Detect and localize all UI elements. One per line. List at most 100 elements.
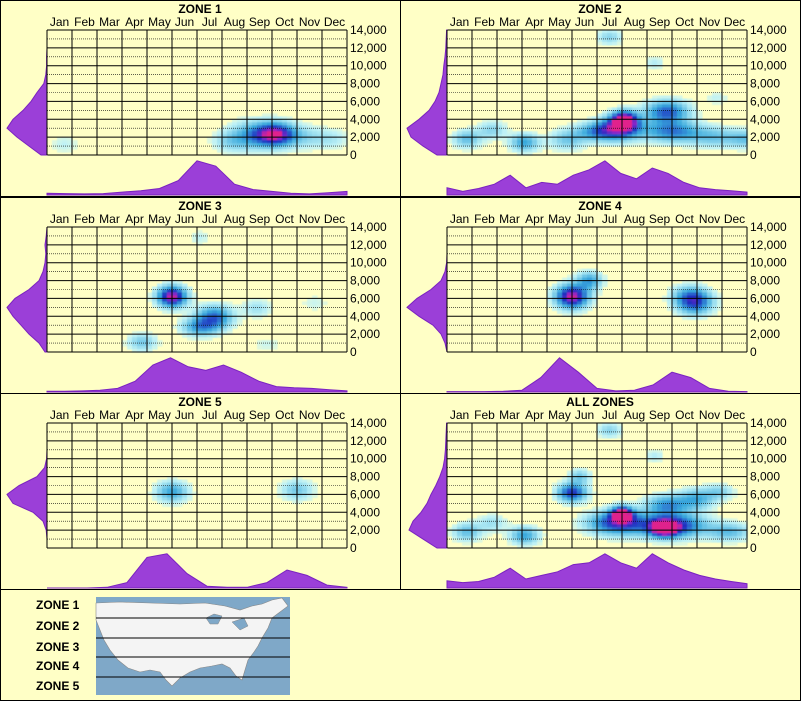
heat-cell [262, 113, 268, 117]
heat-cell [182, 316, 188, 320]
heat-cell [177, 494, 183, 499]
heat-cell [257, 131, 263, 135]
heat-cell [227, 122, 233, 126]
month-label: Sep [249, 212, 271, 226]
panel-title: ZONE 4 [578, 199, 622, 213]
heat-cell [587, 524, 593, 528]
great-lakes [205, 613, 223, 625]
heat-cell [577, 467, 583, 472]
month-label: Feb [474, 15, 495, 29]
heat-cell [177, 280, 183, 285]
heat-cell [697, 310, 703, 314]
heat-cell [717, 92, 723, 97]
heat-cell [582, 286, 588, 291]
heat-cell [507, 137, 513, 141]
heat-cell [247, 146, 253, 150]
heat-cell [577, 146, 583, 150]
heat-cell [737, 128, 743, 132]
heat-cell [552, 295, 558, 300]
heat-cell [137, 334, 143, 338]
heat-cell [492, 131, 498, 135]
heat-cell [707, 304, 713, 308]
heat-cell [197, 232, 203, 237]
heat-cell [572, 304, 578, 308]
y-tick-label: 12,000 [750, 238, 787, 252]
heat-cell [297, 128, 303, 132]
heat-cell [187, 319, 193, 323]
heat-cell [682, 307, 688, 311]
heat-cell [227, 128, 233, 132]
month-label: Jan [50, 408, 69, 422]
heat-cell [712, 503, 718, 507]
heat-cell [597, 431, 603, 436]
heat-cell [712, 140, 718, 144]
heat-cell [717, 143, 723, 147]
heat-cell [592, 521, 598, 525]
heat-cell [682, 134, 688, 138]
heat-cell [287, 122, 293, 126]
heat-cell [457, 533, 463, 537]
heat-cell [657, 539, 663, 543]
heat-cell [182, 313, 188, 317]
heat-cell [627, 134, 633, 138]
heat-cell [447, 134, 453, 138]
heat-cell [252, 298, 258, 303]
heat-cell [712, 137, 718, 141]
heat-cell [187, 292, 193, 297]
heat-cell [182, 298, 188, 303]
heat-cell [272, 113, 278, 117]
heat-cell [537, 530, 543, 534]
heat-cell [662, 128, 668, 132]
heat-cell [562, 295, 568, 300]
heat-cell [217, 146, 223, 150]
heat-cell [572, 128, 578, 132]
heat-cell [722, 137, 728, 141]
heat-cell [682, 128, 688, 132]
heat-cell [237, 146, 243, 150]
heatmap-cells [547, 268, 723, 320]
heat-cell [597, 509, 603, 513]
heat-cell [517, 542, 523, 546]
heat-cell [182, 301, 188, 305]
heat-cell [602, 283, 608, 288]
heat-cell [612, 428, 618, 433]
heat-cell [642, 503, 648, 507]
heat-cell [707, 503, 713, 507]
month-label: Aug [224, 212, 245, 226]
heat-cell [577, 527, 583, 531]
heat-cell [542, 146, 548, 150]
month-label: May [148, 15, 171, 29]
heat-cell [572, 274, 578, 279]
heat-cell [332, 134, 338, 138]
heat-cell [462, 131, 468, 135]
heat-cell [612, 110, 618, 114]
heat-cell [672, 122, 678, 126]
heat-cell [262, 134, 268, 138]
heat-cell [492, 518, 498, 522]
heat-cell [662, 143, 668, 147]
heat-cell [717, 491, 723, 496]
heat-cell [647, 503, 653, 507]
heat-cell [602, 536, 608, 540]
heat-cell [222, 152, 228, 156]
heat-cell [477, 128, 483, 132]
heat-cell [682, 280, 688, 285]
heat-cell [652, 509, 658, 513]
heat-cell [227, 149, 233, 153]
heat-cell [567, 491, 573, 496]
heat-cell [562, 485, 568, 490]
heat-cell [477, 536, 483, 540]
heat-cell [637, 506, 643, 510]
heat-cell [707, 298, 713, 303]
heat-cell [557, 125, 563, 129]
heat-cell [292, 134, 298, 138]
heat-cell [232, 119, 238, 123]
heat-cell [252, 116, 258, 120]
heat-cell [172, 283, 178, 288]
heat-cell [687, 313, 693, 317]
heat-cell [307, 140, 313, 144]
heat-cell [182, 488, 188, 493]
heat-cell [267, 343, 273, 347]
grid [46, 422, 348, 549]
month-label: Dec [724, 212, 745, 226]
